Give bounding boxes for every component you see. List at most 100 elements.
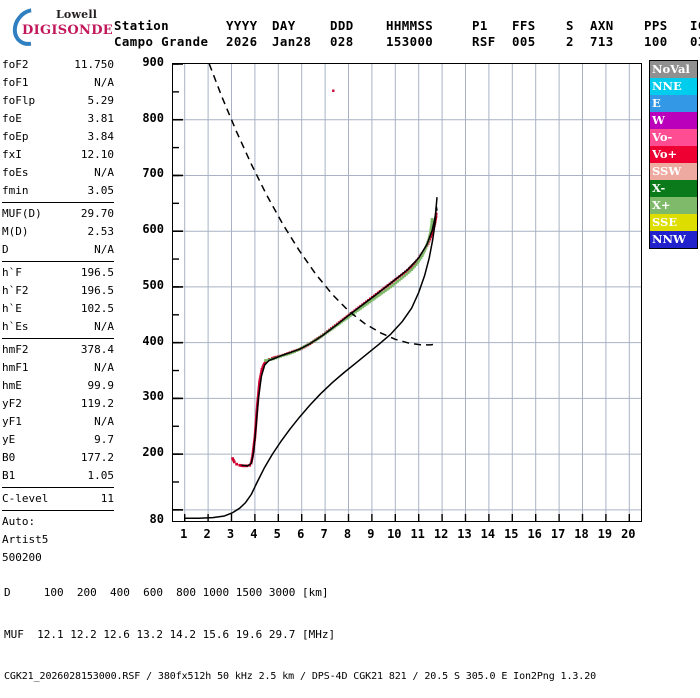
x-tick-10: 10 bbox=[387, 527, 402, 541]
header-label-3: DDD bbox=[330, 18, 354, 33]
param-row-hme: hmE 99.9 bbox=[2, 377, 114, 395]
x-tick-19: 19 bbox=[597, 527, 613, 541]
header-value-8: 713 bbox=[590, 34, 614, 49]
param-key: foF2 bbox=[2, 58, 29, 71]
param-row-clevel: C-level 11 bbox=[2, 490, 114, 508]
param-key: B1 bbox=[2, 469, 16, 482]
header-label-6: FFS bbox=[512, 18, 536, 33]
x-tick-18: 18 bbox=[574, 527, 589, 541]
param-row-yf1: yF1 N/A bbox=[2, 413, 114, 431]
series-2 bbox=[241, 197, 438, 467]
series-3 bbox=[183, 205, 438, 519]
param-key: B0 bbox=[2, 451, 16, 464]
legend-item-x[interactable]: X- bbox=[650, 180, 697, 197]
param-key: foE bbox=[2, 112, 22, 125]
ionospheric-parameters-panel: foF2 11.750 foF1 N/A foFlp 5.29 foE 3.81 foEp 3.8… bbox=[2, 56, 114, 567]
legend-item-x[interactable]: X+ bbox=[650, 197, 697, 214]
x-tick-4: 4 bbox=[250, 527, 258, 541]
param-row-he: h`E 102.5 bbox=[2, 300, 114, 318]
header-label-7: S bbox=[566, 18, 574, 33]
legend-item-sse[interactable]: SSE bbox=[650, 214, 697, 231]
x-tick-3: 3 bbox=[226, 527, 235, 541]
header-value-1: 2026 bbox=[226, 34, 258, 49]
legend-item-vo[interactable]: Vo+ bbox=[650, 146, 697, 163]
header-label-1: YYYY bbox=[226, 18, 258, 33]
x-tick-17: 17 bbox=[550, 527, 566, 541]
param-row-fxi: fxI 12.10 bbox=[2, 146, 114, 164]
x-tick-13: 13 bbox=[457, 527, 472, 541]
param-key: yF1 bbox=[2, 415, 22, 428]
x-tick-5: 5 bbox=[273, 527, 281, 541]
param-row-hf: h`F 196.5 bbox=[2, 264, 114, 282]
param-value: N/A bbox=[94, 166, 114, 179]
header-value-10: 03+ bbox=[690, 34, 700, 49]
y-tick-900: 900 bbox=[142, 55, 164, 69]
param-row-fof2: foF2 11.750 bbox=[2, 56, 114, 74]
y-tick-700: 700 bbox=[142, 166, 164, 181]
legend-item-w[interactable]: W bbox=[650, 112, 697, 129]
param-value: 5.29 bbox=[87, 94, 115, 107]
header-label-0: Station bbox=[114, 18, 170, 33]
y-tick-80: 80 bbox=[149, 512, 164, 526]
param-key: M(D) bbox=[2, 225, 29, 238]
x-tick-6: 6 bbox=[297, 527, 305, 541]
param-value: 99.9 bbox=[87, 379, 115, 392]
param-key: MUF(D) bbox=[2, 207, 42, 220]
param-value: N/A bbox=[94, 320, 114, 333]
legend-item-nnw[interactable]: NNW bbox=[650, 231, 697, 248]
header-value-row: Campo Grande 2026 Jan28 028 153000 RSF 005 2 713… bbox=[114, 34, 700, 50]
param-key: fmin bbox=[2, 184, 29, 197]
legend-item-ssw[interactable]: SSW bbox=[650, 163, 697, 180]
param-row-hmf1: hmF1 N/A bbox=[2, 359, 114, 377]
param-value: 2.53 bbox=[87, 225, 115, 238]
param-auto-line-2: 500200 bbox=[2, 551, 42, 564]
param-key: foFlp bbox=[2, 94, 36, 107]
param-row-hes: h`Es N/A bbox=[2, 318, 114, 336]
param-key: C-level bbox=[2, 492, 49, 505]
y-tick-600: 600 bbox=[142, 222, 164, 237]
header-value-3: 028 bbox=[330, 34, 354, 49]
param-key: h`F bbox=[2, 266, 22, 279]
x-tick-15: 15 bbox=[504, 527, 519, 541]
param-value: N/A bbox=[94, 361, 114, 374]
header-label-4: HHMMSS bbox=[386, 18, 434, 33]
header-value-7: 2 bbox=[566, 34, 574, 49]
header-label-row: StationYYYYDAYDDDHHMMSSP1FFSSAXNPPSIGAPS bbox=[114, 18, 700, 34]
param-value: 29.70 bbox=[80, 207, 114, 220]
legend-item-vo[interactable]: Vo- bbox=[650, 129, 697, 146]
param-key: h`E bbox=[2, 302, 22, 315]
header-label-9: PPS bbox=[644, 18, 668, 33]
param-divider-4 bbox=[2, 487, 114, 488]
series-5 bbox=[332, 89, 335, 92]
param-value: 119.2 bbox=[80, 397, 114, 410]
param-row-b0: B0 177.2 bbox=[2, 449, 114, 467]
param-value: 3.05 bbox=[87, 184, 115, 197]
param-key: hmF2 bbox=[2, 343, 29, 356]
x-tick-12: 12 bbox=[433, 527, 449, 541]
legend-item-e[interactable]: E bbox=[650, 95, 697, 112]
footer-file-row: CGK21_2026028153000.RSF / 380fx512h 50 k… bbox=[4, 671, 597, 682]
param-auto-line-0: Auto: bbox=[2, 515, 36, 528]
legend-item-noval[interactable]: NoVal bbox=[650, 61, 697, 78]
param-value: 11 bbox=[100, 492, 114, 505]
param-key: yF2 bbox=[2, 397, 22, 410]
param-value: N/A bbox=[94, 243, 114, 256]
param-key: yE bbox=[2, 433, 16, 446]
x-tick-2: 2 bbox=[203, 527, 211, 541]
legend-item-nne[interactable]: NNE bbox=[650, 78, 697, 95]
param-divider-1 bbox=[2, 202, 114, 203]
param-divider-3 bbox=[2, 338, 114, 339]
param-value: 11.750 bbox=[74, 58, 114, 71]
polarization-direction-legend: NoVal NNE E W Vo- Vo+ SSW X- X+ SSE NNW bbox=[649, 60, 698, 249]
ionogram-plot-area[interactable] bbox=[172, 63, 642, 522]
y-tick-300: 300 bbox=[142, 389, 164, 404]
x-tick-8: 8 bbox=[343, 527, 352, 541]
x-tick-14: 14 bbox=[480, 527, 496, 541]
param-row-d: D N/A bbox=[2, 241, 114, 259]
param-divider-2 bbox=[2, 261, 114, 262]
param-row-foes: foEs N/A bbox=[2, 164, 114, 182]
x-tick-7: 7 bbox=[320, 527, 328, 541]
param-key: hmE bbox=[2, 379, 22, 392]
axis-ticks bbox=[173, 64, 630, 521]
y-tick-400: 400 bbox=[142, 333, 164, 348]
